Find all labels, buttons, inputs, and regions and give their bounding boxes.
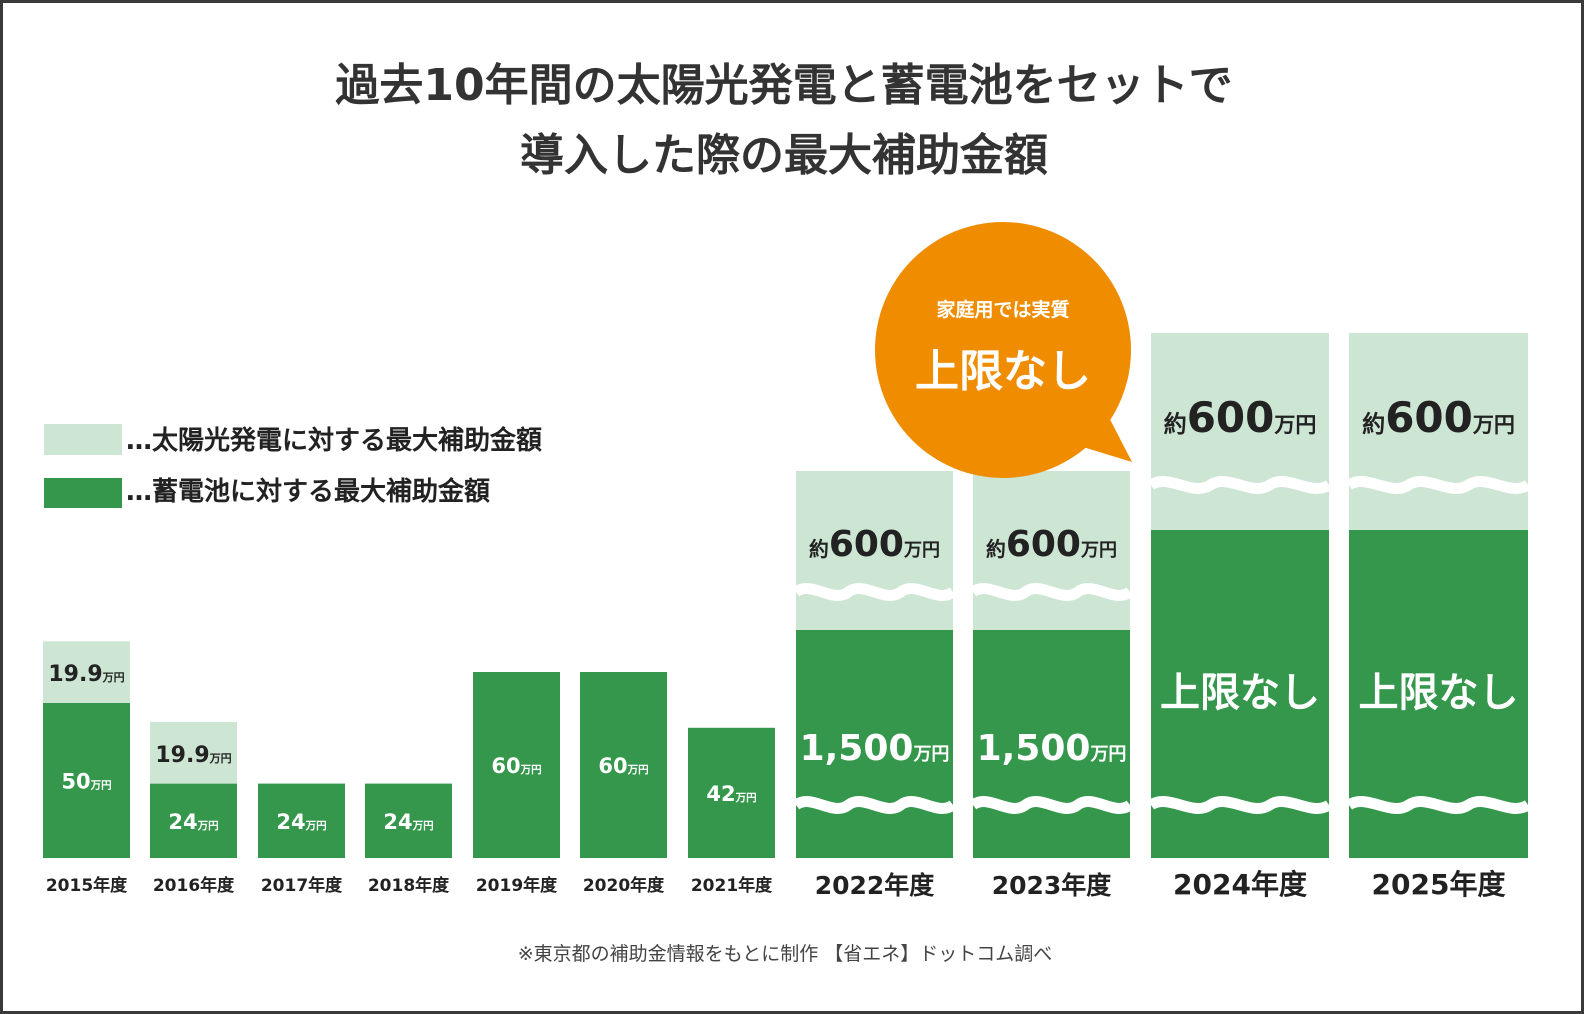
bar-battery-2018年度 [365,783,452,858]
data-label-battery-2016年度: 24万円 [168,810,218,834]
axis-break-battery-2024年度 [1147,796,1333,814]
x-tick-label-2023年度: 2023年度 [992,871,1112,900]
legend-label-solar: …太陽光発電に対する最大補助金額 [126,425,542,456]
x-tick-label-2017年度: 2017年度 [261,875,343,896]
x-tick-label-2024年度: 2024年度 [1173,868,1307,901]
bar-battery-2020年度 [580,672,667,858]
x-tick-label-2019年度: 2019年度 [476,875,558,896]
data-label-battery-2021年度: 42万円 [706,782,756,806]
bar-battery-2017年度 [258,783,345,858]
legend-swatch-solar [44,424,122,455]
data-label-battery-2024年度: 上限なし [1160,670,1320,716]
callout-bubble: 家庭用では実質 上限なし [875,222,1132,478]
axis-break-solar-2022年度 [792,583,957,601]
chart-title-line-2: 導入した際の最大補助金額 [520,130,1048,181]
callout-line-2: 上限なし [915,346,1091,397]
data-label-battery-2023年度: 1,500万円 [977,728,1127,769]
bar-solar-2023年度 [973,471,1130,630]
x-tick-label-2020年度: 2020年度 [583,875,665,896]
bar-battery-2021年度 [688,727,775,858]
x-tick-label-2025年度: 2025年度 [1372,868,1506,901]
data-label-solar-2024年度: 約600万円 [1164,393,1317,442]
legend-label-battery: …蓄電池に対する最大補助金額 [126,476,490,507]
chart-title-line-1: 過去10年間の太陽光発電と蓄電池をセットで [335,60,1232,111]
bar-solar-2016年度 [150,721,237,784]
bar-battery-2022年度 [796,630,953,858]
callout-line-1: 家庭用では実質 [936,298,1069,321]
footnote: ※東京都の補助金情報をもとに制作 【省エネ】ドットコム調べ [518,943,1053,965]
data-label-solar-2023年度: 約600万円 [986,524,1117,565]
bar-battery-2016年度 [150,783,237,858]
axis-break-battery-2025年度 [1345,796,1532,814]
axis-break-solar-2024年度 [1147,476,1333,494]
bar-solar-2015年度 [43,641,130,703]
x-tick-label-2018年度: 2018年度 [368,875,450,896]
axis-break-battery-2023年度 [969,796,1134,814]
x-tick-label-2015年度: 2015年度 [46,875,128,896]
data-label-battery-2025年度: 上限なし [1359,670,1519,716]
axis-break-battery-2022年度 [792,796,957,814]
data-label-battery-2018年度: 24万円 [383,810,433,834]
bar-solar-2022年度 [796,471,953,630]
bar-solar-2025年度 [1349,333,1528,530]
data-label-solar-2025年度: 約600万円 [1362,393,1515,442]
x-tick-label-2022年度: 2022年度 [815,871,935,900]
bar-battery-2019年度 [473,672,560,858]
data-label-battery-2019年度: 60万円 [491,754,541,778]
data-label-battery-2015年度: 50万円 [61,770,111,794]
legend-swatch-battery [44,478,122,508]
bar-solar-2024年度 [1151,333,1329,530]
data-label-solar-2016年度: 19.9万円 [155,743,231,768]
data-label-solar-2015年度: 19.9万円 [48,662,124,687]
callout-circle [875,222,1131,478]
axis-break-solar-2025年度 [1345,476,1532,494]
x-tick-label-2021年度: 2021年度 [691,875,773,896]
bar-battery-2023年度 [973,630,1130,858]
data-label-solar-2022年度: 約600万円 [809,524,940,565]
x-tick-label-2016年度: 2016年度 [153,875,235,896]
bar-battery-2015年度 [43,703,130,858]
axis-break-solar-2023年度 [969,583,1134,601]
data-label-battery-2017年度: 24万円 [276,810,326,834]
data-label-battery-2022年度: 1,500万円 [800,728,950,769]
data-label-battery-2020年度: 60万円 [598,754,648,778]
